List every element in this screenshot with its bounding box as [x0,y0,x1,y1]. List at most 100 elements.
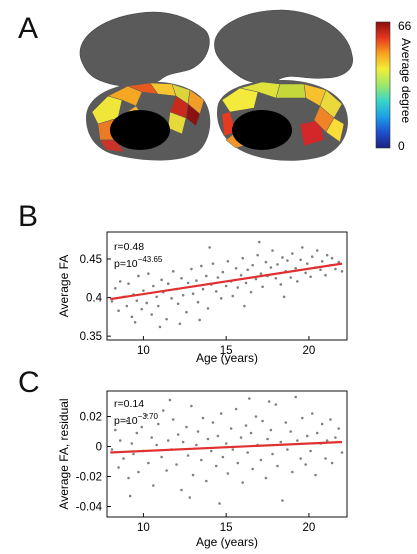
colorbar-max-label: 66 [398,19,412,33]
scatter-point [118,439,122,442]
panel-c-label: C [18,366,40,399]
scatter-point [284,421,288,424]
scatter-point [127,282,130,285]
brain-region-left-7 [185,103,201,127]
scatter-point [191,292,195,296]
scatter-point [140,425,144,429]
panel-b-label: B [18,200,39,233]
colorbar-gradient [375,21,391,149]
x-tick-label: 10 [137,522,150,534]
brain-left-medial-wall [110,110,170,150]
scatter-point [206,437,210,441]
scatter-point [324,457,327,460]
scatter-point [309,275,312,279]
scatter-point [249,431,253,435]
scatter-point [221,455,225,459]
scatter-point [168,398,172,402]
scatter-point [125,304,129,308]
scatter-point [325,439,329,442]
scatter-point [180,488,183,492]
scatter-point [340,451,344,454]
scatter-point [128,494,132,498]
scatter-point [214,290,218,293]
scatter-point [256,253,259,257]
scatter-point [234,266,238,270]
y-tick-label: 0.02 [80,412,102,424]
scatter-point [234,407,238,411]
scatter-point [201,416,205,420]
scatter-point [282,295,286,299]
scatter-point [201,287,205,291]
scatter-point [218,502,221,505]
scatter-point [216,434,220,438]
scatter-point [286,448,289,451]
scatter-point [236,461,240,465]
scatter-point [206,307,210,310]
scatter-point [150,436,153,439]
scatter-point [166,282,170,285]
scatter-point [135,299,139,302]
brain-left-lateral [79,11,210,87]
scatter-point [118,280,122,283]
stat-p-base: p=10 [114,415,138,427]
brain-right-medial-wall [232,110,292,150]
scatter-point [198,318,201,322]
scatter-point [132,452,135,456]
scatter-point [337,260,341,264]
brain-left-medial [86,81,211,161]
scatter-point [214,464,218,468]
scatter-point [289,430,293,433]
scatter-point [261,419,264,423]
regression-line [110,440,343,454]
scatter-point [219,412,223,415]
scatter-point [165,317,168,321]
scatter-point [254,415,258,418]
scatter-point [319,268,322,272]
y-tick-label: 0 [96,442,102,454]
scatter-point [334,436,337,439]
scatter-point [259,458,263,462]
plot-frame [106,231,348,341]
scatter-point [274,276,278,280]
scatter-point [137,274,140,278]
y-tick-label: 0.4 [86,293,103,305]
scatter-point [325,253,329,257]
scatter-point [158,325,162,329]
scatter-point [320,422,324,426]
scatter-point [315,249,319,252]
scatter-point [113,287,117,290]
scatter-point [110,300,114,303]
scatter-point [340,270,344,273]
scatter-point [305,262,309,265]
stat-r: r=0.48 [114,241,144,253]
scatter-point [142,289,145,292]
scatter-point [155,443,158,447]
scatter-point [180,276,183,280]
scatter-point [304,271,307,275]
scatter-point [130,442,134,445]
brain-region-left-1 [107,85,143,107]
scatter-point [205,274,208,278]
y-tick-label: 0.45 [80,254,102,266]
scatter-point [334,267,337,271]
scatter-point [110,448,114,451]
scatter-point [185,425,188,429]
scatter-point [145,301,149,305]
scatter-point [249,290,253,294]
scatter-point [269,428,273,432]
scatter-point [305,434,309,438]
scatter-point [171,418,175,421]
scatter-point [152,284,155,288]
scatter-point [226,260,230,263]
scatter-point [264,260,268,264]
scatter-point [195,443,198,447]
scatter-point [239,273,243,277]
stat-p-base: p=10 [114,258,138,270]
colorbar-min-label: 0 [398,139,405,153]
scatter-point [211,421,215,424]
y-axis-label: Average FA [57,255,71,317]
scatter-point [259,272,263,275]
scatter-point [271,249,274,252]
stat-p: p=10−3.70 [114,412,158,427]
